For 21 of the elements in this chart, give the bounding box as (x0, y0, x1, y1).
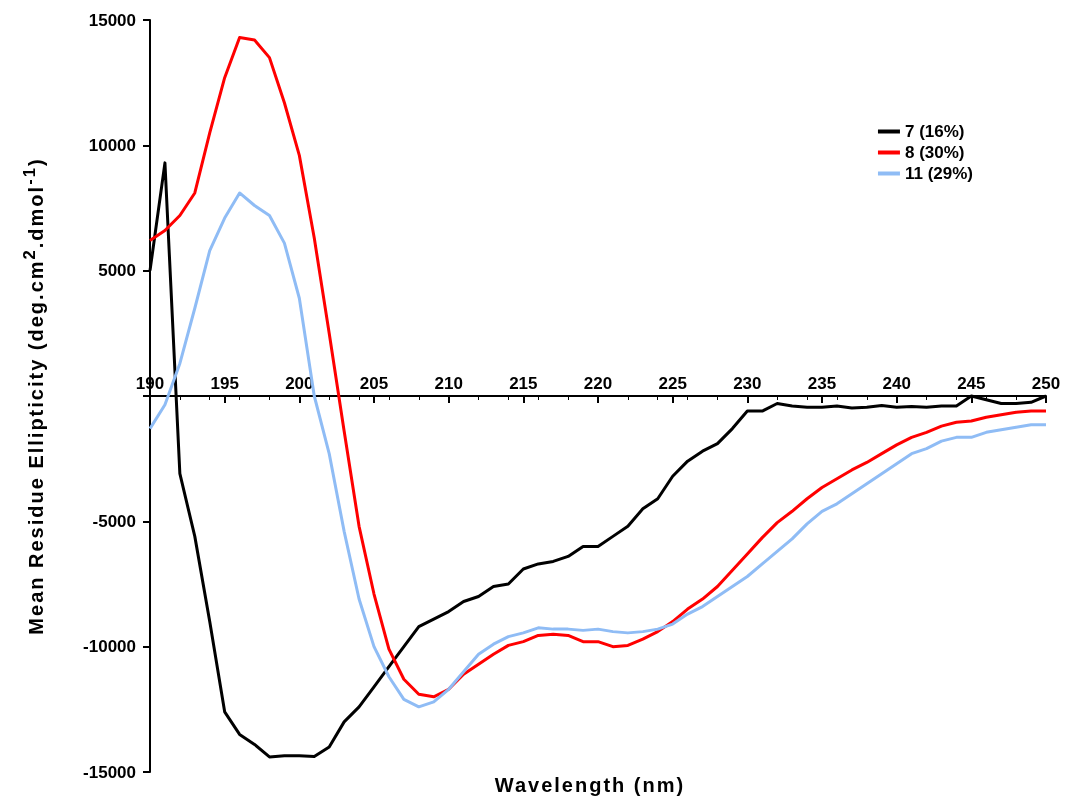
y-tick-label: -10000 (83, 637, 136, 657)
x-tick-label: 195 (210, 374, 239, 393)
x-tick-label: 210 (434, 374, 463, 393)
x-tick-label: 220 (583, 374, 613, 393)
y-tick-label: -15000 (83, 762, 136, 782)
y-tick-label: -5000 (92, 511, 136, 531)
y-tick-label: 10000 (88, 135, 136, 155)
legend-label: 7 (16%) (904, 122, 965, 141)
legend-label: 11 (29%) (904, 164, 974, 183)
x-axis-title: Wavelength (nm) (494, 773, 686, 797)
x-tick-label: 205 (359, 374, 389, 393)
x-tick-label: 230 (733, 374, 762, 393)
legend-label: 8 (30%) (904, 143, 965, 162)
y-tick-label: 15000 (88, 10, 136, 30)
x-tick-label: 235 (807, 374, 837, 393)
x-tick-label: 215 (509, 374, 538, 393)
x-tick-label: 245 (957, 374, 986, 393)
x-tick-label: 250 (1031, 374, 1061, 393)
x-tick-label: 225 (658, 374, 687, 393)
x-tick-label: 240 (882, 374, 911, 393)
y-tick-label: 5000 (98, 261, 136, 281)
